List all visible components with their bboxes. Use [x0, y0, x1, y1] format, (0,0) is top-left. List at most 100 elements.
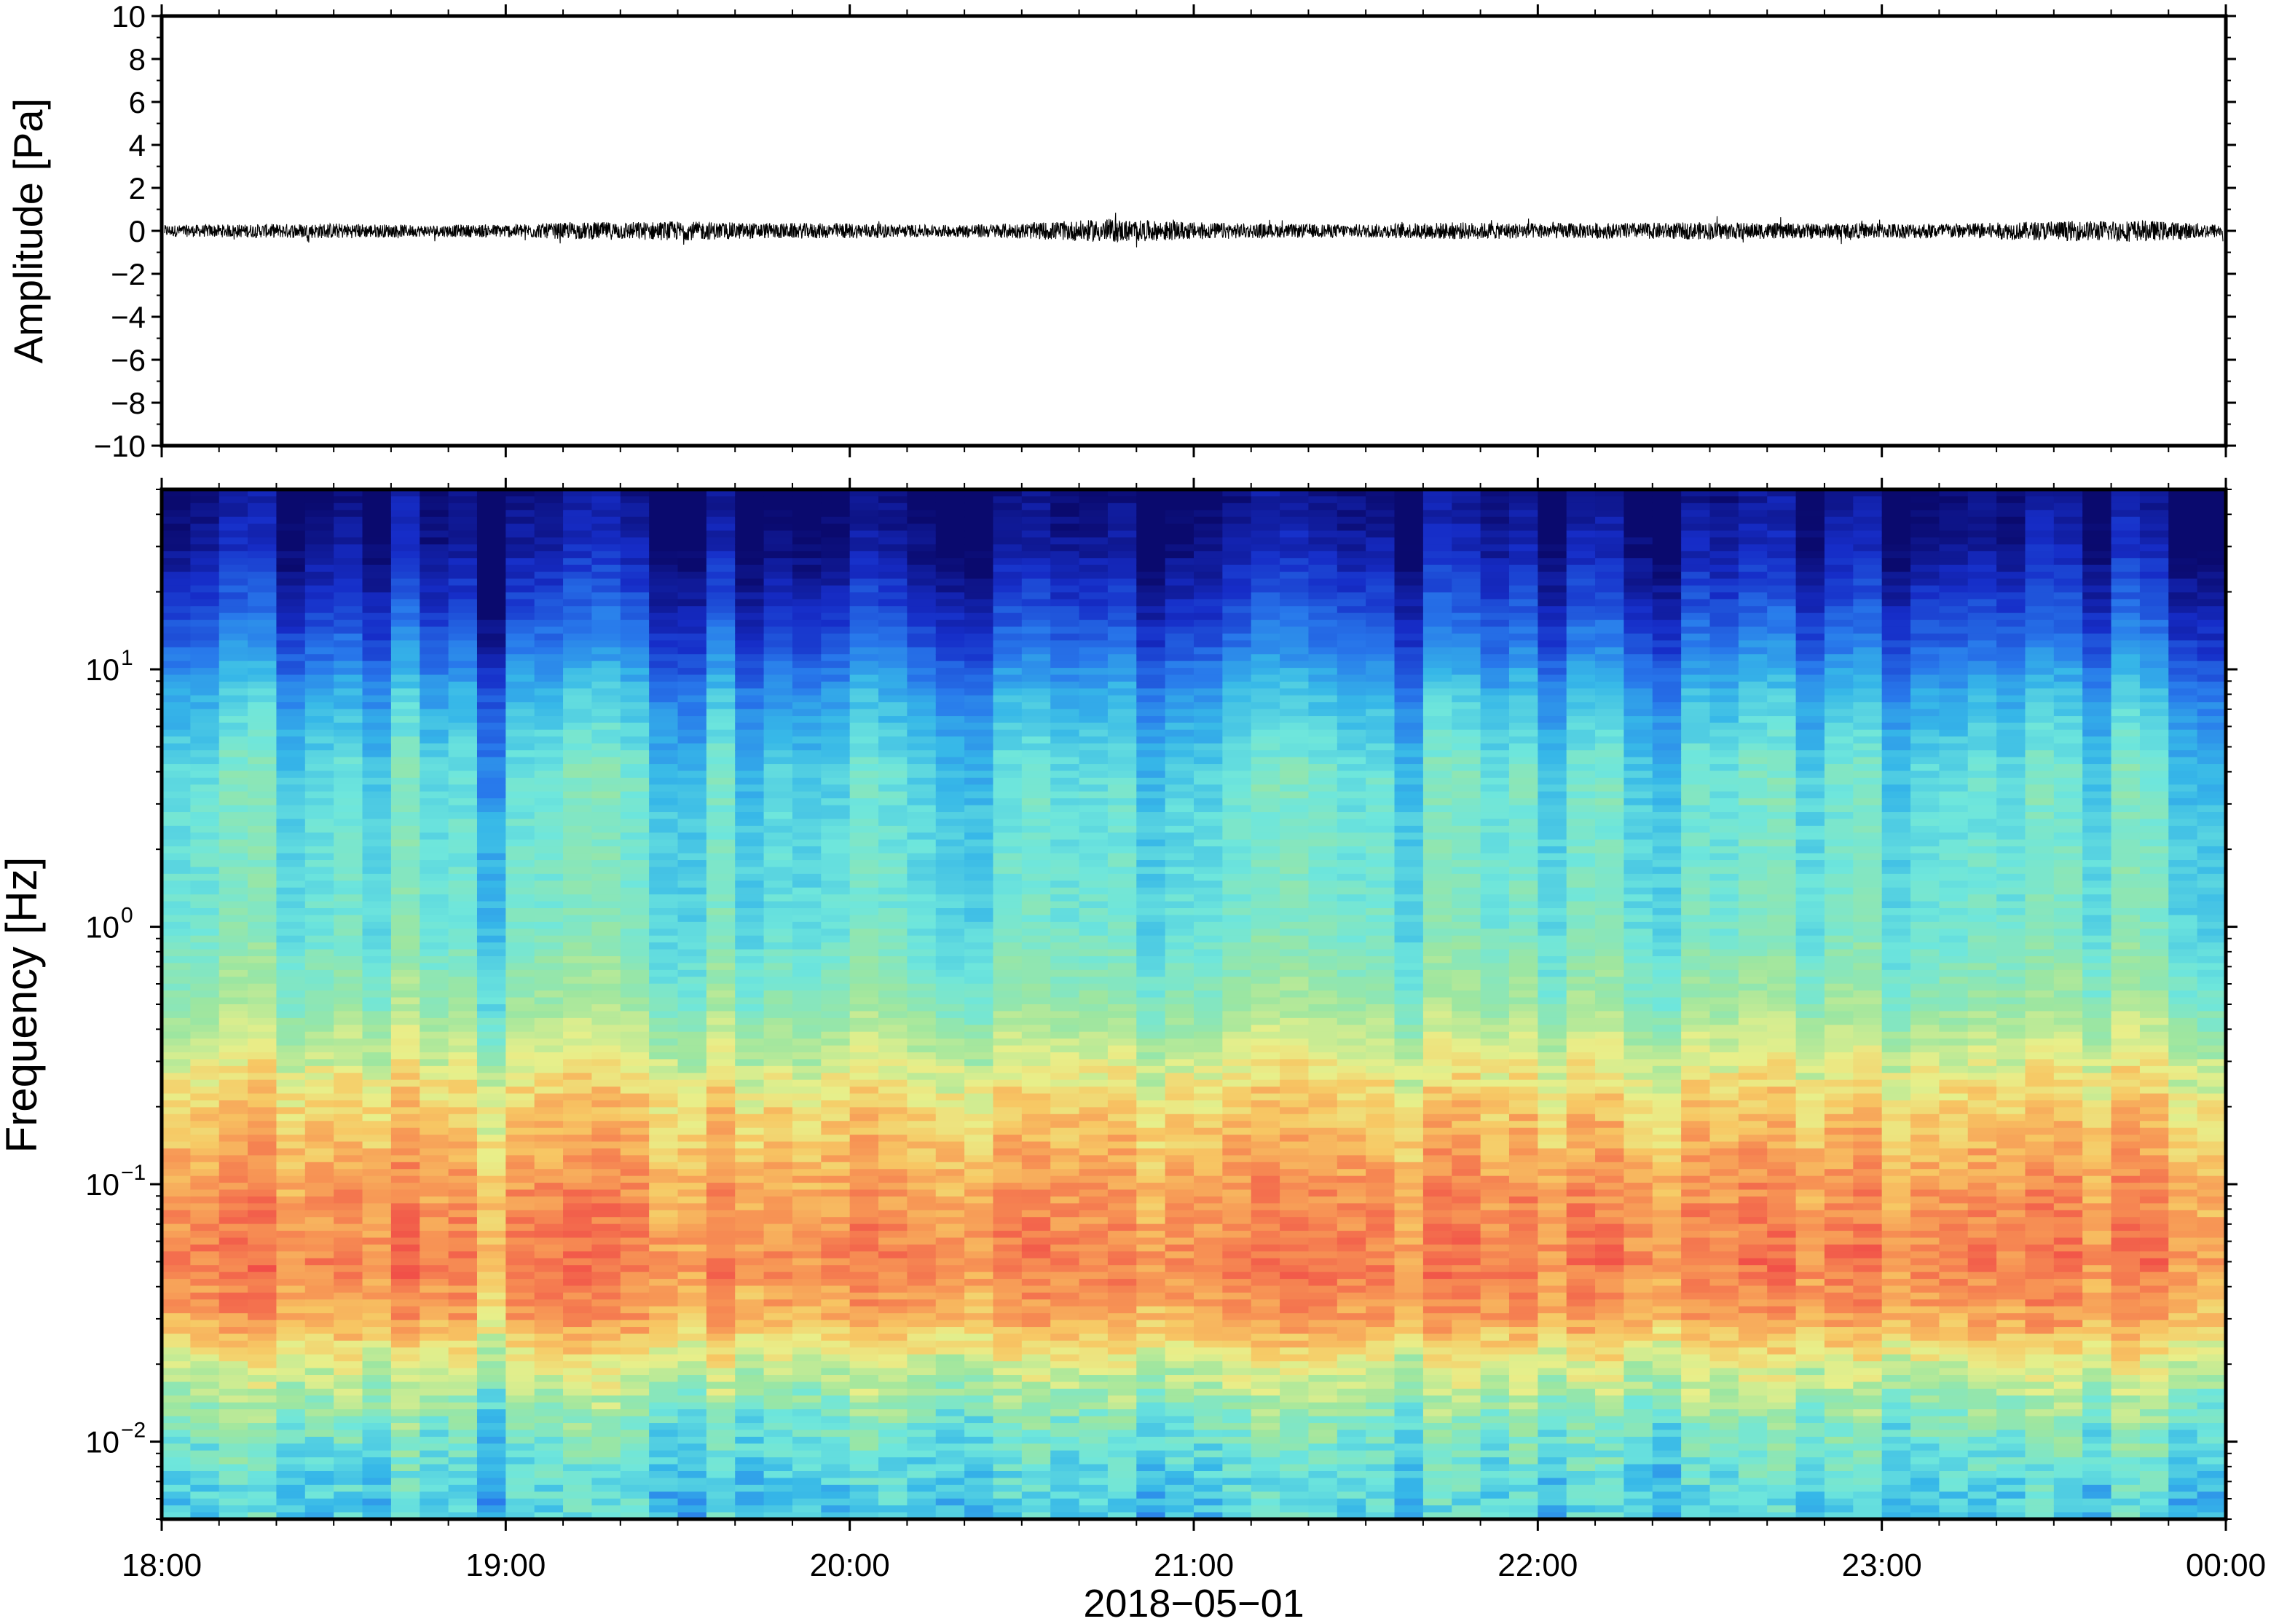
spectrogram-cell — [878, 812, 908, 820]
spectrogram-cell — [219, 585, 248, 594]
spectrogram-cell — [219, 1333, 248, 1341]
spectrogram-cell — [334, 729, 363, 738]
spectrogram-cell — [362, 949, 392, 957]
spectrogram-cell — [591, 1223, 621, 1231]
spectrogram-cell — [735, 777, 765, 786]
spectrogram-cell — [248, 1416, 278, 1424]
spectrogram-cell — [162, 1079, 192, 1087]
spectrogram-cell — [735, 921, 765, 930]
spectrogram-cell — [563, 1498, 593, 1506]
spectrogram-cell — [276, 846, 306, 854]
spectrogram-cell — [219, 983, 248, 991]
spectrogram-cell — [1050, 901, 1080, 909]
spectrogram-cell — [448, 770, 478, 779]
spectrogram-cell — [591, 969, 621, 978]
spectrogram-cell — [763, 620, 793, 628]
spectrogram-cell — [420, 1093, 449, 1101]
spectrogram-cell — [420, 729, 449, 738]
spectrogram-cell — [162, 585, 192, 594]
spectrogram-cell — [964, 757, 994, 765]
spectrogram-cell — [334, 1107, 363, 1115]
spectrogram-cell — [1050, 1361, 1080, 1369]
spectrogram-cell — [763, 1258, 793, 1266]
spectrogram-cell — [362, 819, 392, 827]
spectrogram-cell — [821, 798, 851, 806]
spectrogram-cell — [993, 1443, 1023, 1451]
spectrogram-cell — [935, 1189, 965, 1197]
spectrogram-cell — [476, 1505, 507, 1513]
spectrogram-cell — [706, 537, 736, 545]
spectrogram-cell — [476, 1100, 507, 1108]
spectrogram-cell — [505, 812, 535, 820]
spectrogram-cell — [763, 819, 793, 827]
spectrogram-cell — [476, 612, 507, 620]
spectrogram-cell — [162, 1231, 192, 1239]
spectrogram-cell — [677, 1107, 707, 1115]
spectrogram-cell — [448, 873, 478, 882]
spectrogram-cell — [420, 612, 449, 620]
spectrogram-cell — [334, 502, 363, 511]
spectrogram-cell — [420, 1107, 449, 1115]
spectrogram-cell — [420, 1011, 449, 1019]
spectrogram-cell — [248, 1409, 278, 1417]
spectrogram-cell — [219, 969, 248, 978]
spectrogram-cell — [190, 1395, 220, 1403]
spectrogram-cell — [620, 722, 650, 730]
spectrogram-cell — [1021, 935, 1051, 943]
spectrogram-cell — [334, 1299, 363, 1307]
spectrogram-cell — [849, 585, 879, 594]
spectrogram-cell — [505, 860, 535, 868]
spectrogram-cell — [620, 1169, 650, 1177]
spectrogram-cell — [476, 1478, 507, 1486]
spectrogram-cell — [907, 1100, 937, 1108]
spectrogram-cell — [649, 551, 679, 559]
spectrogram-cell — [448, 681, 478, 690]
spectrogram-cell — [792, 805, 822, 813]
spectrogram-cell — [563, 1059, 593, 1067]
spectrogram-cell — [706, 990, 736, 998]
spectrogram-cell — [649, 1388, 679, 1397]
spectrogram-cell — [162, 1512, 192, 1519]
spectrogram-cell — [390, 1306, 421, 1314]
spectrogram-cell — [878, 825, 908, 834]
spectrogram-cell — [591, 647, 621, 655]
spectrogram-cell — [1050, 956, 1080, 964]
spectrogram-cell — [878, 1113, 908, 1122]
spectrogram-cell — [907, 929, 937, 937]
spectrogram-cell — [935, 729, 965, 738]
spectrogram-cell — [162, 681, 192, 690]
spectrogram-cell — [219, 709, 248, 717]
spectrogram-cell — [476, 921, 507, 930]
spectrogram-cell — [334, 1340, 363, 1349]
spectrogram-cell — [390, 846, 421, 854]
spectrogram-cell — [649, 915, 679, 923]
spectrogram-cell — [334, 1313, 363, 1321]
spectrogram-cell — [706, 1217, 736, 1225]
spectrogram-cell — [534, 1471, 564, 1479]
spectrogram-cell — [162, 1368, 192, 1376]
spectrogram-cell — [1050, 1169, 1080, 1177]
spectrogram-cell — [1050, 647, 1080, 655]
spectrogram-cell — [849, 1169, 879, 1177]
spectrogram-cell — [677, 887, 707, 895]
spectrogram-cell — [620, 544, 650, 552]
spectrogram-cell — [390, 1169, 421, 1177]
spectrogram-cell — [706, 983, 736, 991]
spectrogram-cell — [534, 1065, 564, 1074]
spectrogram-cell — [563, 1135, 593, 1143]
spectrogram-cell — [334, 791, 363, 799]
spectrogram-cell — [534, 1017, 564, 1026]
spectrogram-cell — [935, 510, 965, 518]
spectrogram-cell — [649, 564, 679, 572]
spectrogram-cell — [248, 1292, 278, 1301]
spectrogram-cell — [706, 1464, 736, 1472]
spectrogram-cell — [1050, 921, 1080, 930]
spectrogram-cell — [763, 915, 793, 923]
spectrogram-cell — [448, 674, 478, 682]
spectrogram-cell — [763, 722, 793, 730]
spectrogram-cell — [849, 1388, 879, 1397]
spectrogram-cell — [620, 1478, 650, 1486]
spectrogram-cell — [735, 1436, 765, 1445]
spectrogram-cell — [1021, 496, 1051, 504]
spectrogram-cell — [620, 1217, 650, 1225]
